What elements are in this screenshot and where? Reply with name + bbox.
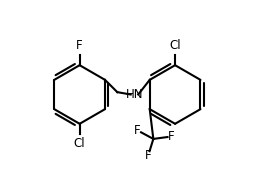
Text: Cl: Cl xyxy=(74,137,85,150)
Text: F: F xyxy=(145,149,152,162)
Text: HN: HN xyxy=(126,88,143,101)
Text: F: F xyxy=(76,39,83,52)
Text: F: F xyxy=(168,130,175,143)
Text: F: F xyxy=(134,124,141,137)
Text: Cl: Cl xyxy=(169,39,181,52)
